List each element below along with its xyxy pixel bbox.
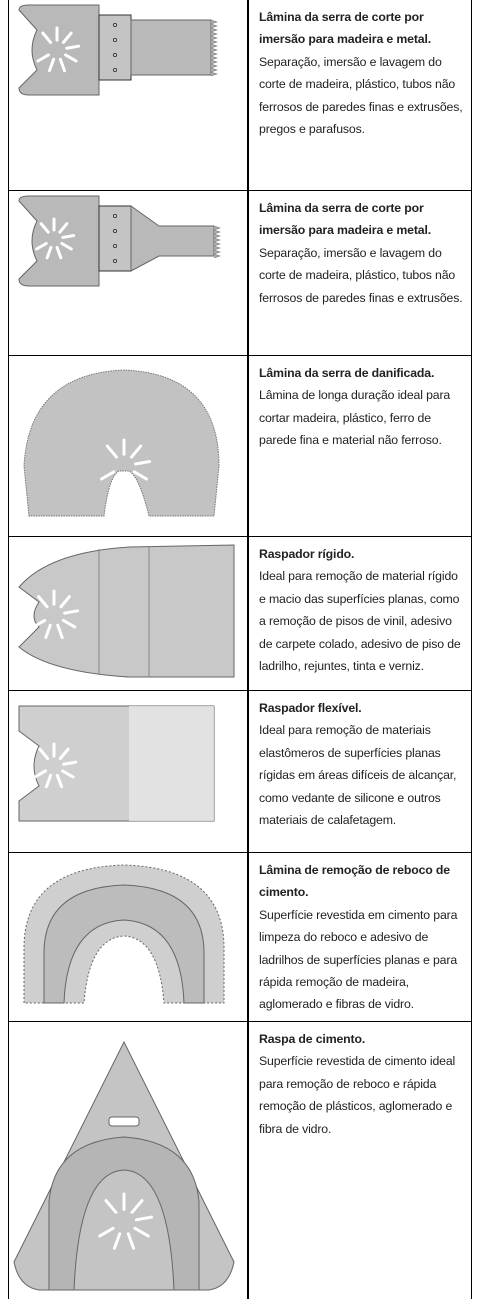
blade-title: Lâmina da serra de corte por imersão par… [259,10,431,47]
blade-description: Separação, imersão e lavagem do corte de… [259,54,463,137]
table-row: Raspador rígido. Ideal para remoção de ma… [9,537,471,691]
blade-description: Separação, imersão e lavagem do corte de… [259,245,463,305]
blade-title: Lâmina da serra de danificada. [259,366,435,380]
blade-description: Ideal para remoção de material rígido e … [259,569,461,674]
blade-text: Lâmina da serra de danificada. Lâmina de … [249,356,471,536]
blade-image [9,1022,249,1299]
blade-description: Ideal para remoção de materiais elastôme… [259,723,457,828]
blade-text: Lâmina da serra de corte por imersão par… [249,0,471,190]
blade-image [9,691,249,852]
blade-title: Lâmina da serra de corte por imersão par… [259,201,431,238]
blade-text: Raspador rígido. Ideal para remoção de ma… [249,537,471,690]
blade-image [9,853,249,1021]
blade-text: Raspa de cimento. Superfície revestida de… [249,1022,471,1299]
product-table: Lâmina da serra de corte por imersão par… [8,0,472,1299]
table-row: Lâmina da serra de danificada. Lâmina de … [9,356,471,537]
blade-drawing [13,1040,235,1291]
blade-drawing [18,705,215,822]
blade-title: Raspa de cimento. [259,1032,366,1046]
blade-description: Superfície revestida de cimento ideal pa… [259,1054,456,1136]
table-row: Lâmina da serra de corte por imersão par… [9,191,471,356]
table-row: Raspa de cimento. Superfície revestida de… [9,1022,471,1299]
blade-text: Lâmina de remoção de reboco de cimento. S… [249,853,471,1021]
blade-description: Superfície revestida em cimento para lim… [259,907,458,1012]
table-row: Raspador flexível. Ideal para remoção de … [9,691,471,853]
blade-image [9,537,249,690]
blade-title: Raspador flexível. [259,701,362,715]
blade-drawing [23,369,220,517]
blade-description: Lâmina de longa duração ideal para corta… [259,388,451,448]
blade-drawing [23,864,225,1004]
blade-title: Lâmina de remoção de reboco de cimento. [259,863,450,900]
table-row: Lâmina de remoção de reboco de cimento. S… [9,853,471,1022]
blade-image [9,0,249,190]
blade-drawing [18,4,218,96]
table-row: Lâmina da serra de corte por imersão par… [9,0,471,191]
blade-drawing [18,195,221,287]
blade-image [9,191,249,355]
blade-drawing [18,544,235,678]
blade-text: Lâmina da serra de corte por imersão par… [249,191,471,355]
blade-text: Raspador flexível. Ideal para remoção de … [249,691,471,852]
blade-image [9,356,249,536]
blade-title: Raspador rígido. [259,547,355,561]
